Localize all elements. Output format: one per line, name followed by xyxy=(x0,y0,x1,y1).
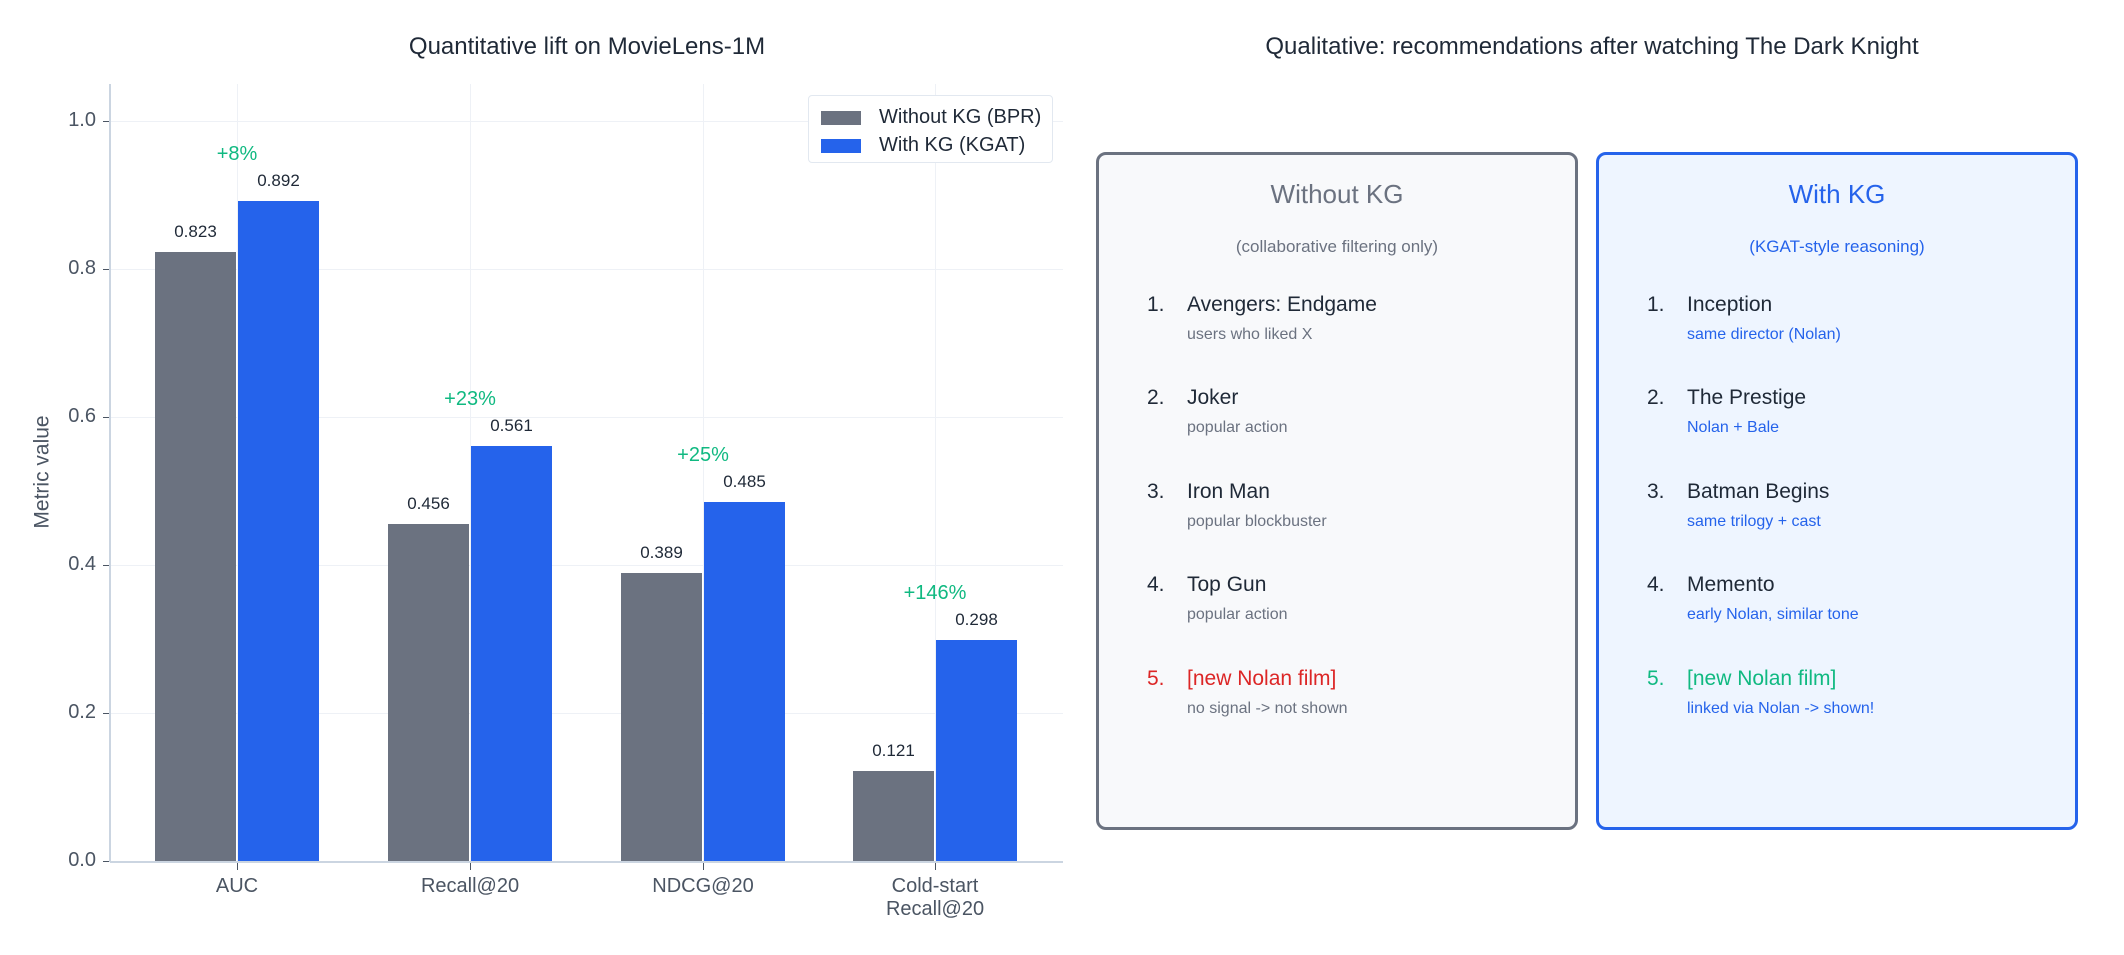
item-reason: Nolan + Bale xyxy=(1687,419,1780,436)
item-rank: 4. xyxy=(1647,573,1665,596)
x-tick-label: Recall@20 xyxy=(420,875,520,897)
x-tick-mark xyxy=(934,863,936,870)
bar-value-label: 0.456 xyxy=(407,493,450,513)
chart-legend: Without KG (BPR) With KG (KGAT) xyxy=(808,95,1053,163)
qualitative-title: Qualitative: recommendations after watch… xyxy=(1265,33,1919,60)
bar-value-label: 0.561 xyxy=(490,415,533,435)
bar-value-label: 0.389 xyxy=(640,543,683,563)
gridline-vertical xyxy=(237,84,238,861)
y-tick-mark xyxy=(103,416,109,418)
bar-value-label: 0.485 xyxy=(723,472,766,492)
legend-item-with-kg: With KG (KGAT) xyxy=(821,134,1025,157)
y-tick-label: 1.0 xyxy=(68,109,96,131)
lift-annotation: +8% xyxy=(216,142,258,165)
x-axis-line xyxy=(110,861,1063,863)
y-tick-mark xyxy=(103,712,109,714)
bar-without-kg xyxy=(853,771,934,861)
bar-value-label: 0.823 xyxy=(174,221,217,241)
gridline-horizontal xyxy=(110,269,1063,270)
legend-swatch-gray xyxy=(821,110,861,125)
item-reason: early Nolan, similar tone xyxy=(1687,606,1859,623)
gridline-horizontal xyxy=(110,565,1063,566)
with-kg-card: With KG (KGAT-style reasoning) 1. Incept… xyxy=(1596,152,2078,830)
item-rank: 1. xyxy=(1647,293,1665,316)
x-tick-mark xyxy=(236,863,238,870)
gridline-vertical xyxy=(935,84,936,861)
bar-with-kg xyxy=(238,200,319,861)
card-subtitle: (KGAT-style reasoning) xyxy=(1749,237,1925,256)
gridline-vertical xyxy=(470,84,471,861)
y-tick-label: 0.2 xyxy=(68,701,96,723)
item-title: Memento xyxy=(1687,573,1775,596)
bar-with-kg xyxy=(704,502,785,861)
item-reason: same director (Nolan) xyxy=(1687,326,1841,343)
item-rank: 4. xyxy=(1147,573,1165,596)
chart-title: Quantitative lift on MovieLens-1M xyxy=(408,33,766,60)
y-tick-mark xyxy=(103,268,109,270)
item-reason: same trilogy + cast xyxy=(1687,513,1821,530)
legend-swatch-blue xyxy=(821,138,861,153)
item-rank: 3. xyxy=(1147,480,1165,503)
lift-annotation: +146% xyxy=(903,582,967,605)
item-rank: 1. xyxy=(1147,293,1165,316)
bar-value-label: 0.298 xyxy=(955,610,998,630)
item-title: [new Nolan film] xyxy=(1187,667,1337,690)
bar-without-kg xyxy=(388,523,469,861)
item-title: Iron Man xyxy=(1187,480,1270,503)
item-rank: 3. xyxy=(1647,480,1665,503)
y-tick-label: 0.8 xyxy=(68,257,96,279)
item-rank: 2. xyxy=(1647,386,1665,409)
item-title: Avengers: Endgame xyxy=(1187,293,1377,316)
item-title: Inception xyxy=(1687,293,1773,316)
bar-without-kg xyxy=(155,251,236,861)
x-tick-mark xyxy=(702,863,704,870)
item-reason: no signal -> not shown xyxy=(1187,700,1348,717)
item-reason: popular action xyxy=(1187,419,1288,436)
item-title: [new Nolan film] xyxy=(1687,667,1837,690)
y-tick-label: 0.6 xyxy=(68,405,96,427)
y-tick-mark xyxy=(103,120,109,122)
bar-without-kg xyxy=(621,573,702,861)
card-title: Without KG xyxy=(1270,179,1404,209)
x-tick-label: AUC xyxy=(215,875,259,897)
item-title: Batman Begins xyxy=(1687,480,1830,503)
item-title: Top Gun xyxy=(1187,573,1267,596)
gridline-vertical xyxy=(703,84,704,861)
gridline-horizontal xyxy=(110,417,1063,418)
y-tick-mark xyxy=(103,564,109,566)
item-title: The Prestige xyxy=(1687,386,1807,409)
gridline-horizontal xyxy=(110,121,1063,122)
without-kg-card: Without KG (collaborative filtering only… xyxy=(1096,152,1578,830)
y-axis-line xyxy=(109,84,111,862)
item-title: Joker xyxy=(1187,386,1239,409)
bar-value-label: 0.121 xyxy=(872,741,915,761)
bar-value-label: 0.892 xyxy=(257,170,300,190)
y-tick-label: 0.4 xyxy=(68,553,96,575)
item-reason: popular action xyxy=(1187,606,1288,623)
item-rank: 2. xyxy=(1147,386,1165,409)
bar-with-kg xyxy=(471,445,552,861)
gridline-horizontal xyxy=(110,713,1063,714)
y-axis-label: Metric value xyxy=(30,415,54,529)
item-rank: 5. xyxy=(1147,667,1165,690)
card-subtitle: (collaborative filtering only) xyxy=(1235,237,1439,256)
item-rank: 5. xyxy=(1647,667,1665,690)
legend-label: Without KG (BPR) xyxy=(879,106,1042,128)
x-tick-label: NDCG@20 xyxy=(652,875,754,897)
x-tick-label: Cold-start Recall@20 xyxy=(885,875,985,920)
item-reason: linked via Nolan -> shown! xyxy=(1687,700,1875,717)
lift-annotation: +23% xyxy=(444,387,496,410)
item-reason: users who liked X xyxy=(1187,326,1313,343)
x-tick-mark xyxy=(469,863,471,870)
item-reason: popular blockbuster xyxy=(1187,513,1327,530)
y-tick-label: 0.0 xyxy=(68,849,96,871)
lift-annotation: +25% xyxy=(677,444,729,467)
card-title: With KG xyxy=(1788,179,1886,209)
y-tick-mark xyxy=(103,860,109,862)
bar-with-kg xyxy=(936,640,1017,861)
legend-item-without-kg: Without KG (BPR) xyxy=(821,106,1041,129)
legend-label: With KG (KGAT) xyxy=(879,134,1026,156)
